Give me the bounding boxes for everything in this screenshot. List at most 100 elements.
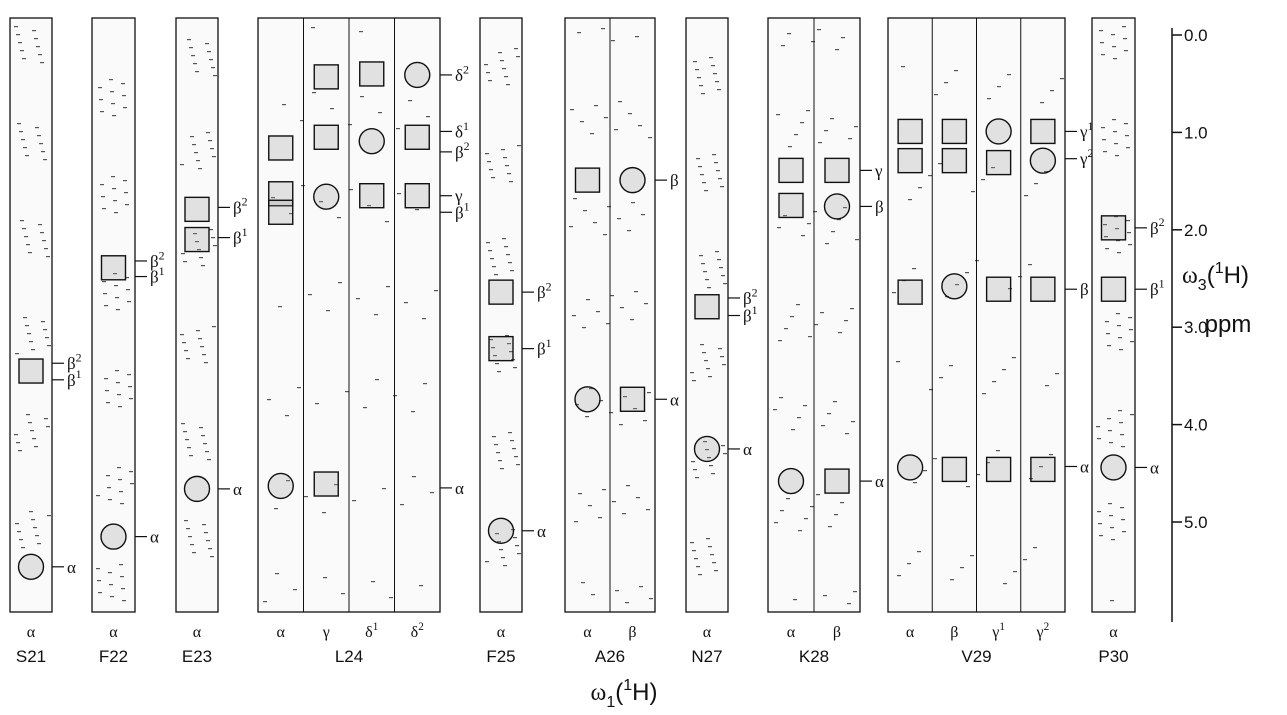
y-axis-title-base: ω: [1182, 263, 1198, 289]
noise: [723, 283, 727, 285]
noise: [263, 601, 267, 603]
noise: [649, 598, 653, 600]
noise: [634, 291, 638, 293]
noise: [28, 252, 32, 254]
noise: [710, 554, 714, 556]
noise: [204, 532, 208, 534]
atom-label: α: [1109, 624, 1118, 641]
peak-label: β2: [67, 351, 82, 374]
noise: [1105, 321, 1109, 323]
noise: [487, 161, 491, 163]
noise: [1112, 46, 1116, 48]
atom-label-base: δ: [365, 624, 373, 641]
peak-label-base: β: [1150, 280, 1159, 299]
peak-box: [268, 199, 294, 225]
peak-label-sup: 2: [546, 279, 552, 293]
atom-label-base: α: [1109, 624, 1118, 641]
peak-label: α: [537, 522, 546, 541]
noise: [1100, 42, 1104, 44]
noise: [970, 555, 974, 557]
noise: [106, 402, 110, 404]
noise: [907, 563, 911, 565]
noise: [510, 440, 514, 442]
noise: [503, 157, 507, 159]
noise: [712, 562, 716, 564]
noise: [121, 588, 125, 590]
noise: [40, 62, 44, 64]
noise: [1049, 454, 1053, 456]
noise: [209, 229, 213, 231]
noise: [798, 530, 802, 532]
peak-label-base: γ: [1079, 150, 1088, 169]
noise: [774, 522, 778, 524]
noise: [1098, 523, 1102, 525]
noise: [778, 340, 782, 342]
residue-label: E23: [182, 647, 212, 666]
noise: [183, 261, 187, 263]
peak-box: [268, 135, 294, 161]
noise: [271, 197, 275, 199]
noise: [1003, 583, 1007, 585]
peak-label-base: β: [233, 198, 242, 217]
x-axis-title-base: ω: [591, 680, 607, 706]
noise: [582, 327, 586, 329]
noise: [816, 494, 820, 496]
noise: [40, 232, 44, 234]
noise: [198, 338, 202, 340]
noise: [33, 527, 37, 529]
noise: [646, 509, 650, 511]
noise: [494, 274, 498, 276]
noise: [212, 156, 216, 158]
noise: [830, 118, 834, 120]
peak-label-base: β: [670, 171, 679, 190]
noise: [112, 115, 116, 117]
y-axis-title-sup: 1: [1215, 260, 1224, 277]
noise: [297, 387, 301, 389]
noise: [960, 567, 964, 569]
noise: [583, 210, 587, 212]
noise: [719, 267, 723, 269]
noise: [1119, 349, 1123, 351]
peak-label: β2: [150, 248, 165, 271]
peak-label: α: [233, 480, 242, 499]
noise: [781, 45, 785, 47]
noise: [695, 477, 699, 479]
peak-box: [268, 181, 294, 207]
noise: [695, 69, 699, 71]
peak-label: β1: [1150, 277, 1165, 300]
noise: [617, 218, 621, 220]
noise: [831, 231, 835, 233]
y-tick-label: 5.0: [1184, 513, 1208, 532]
noise: [101, 196, 105, 198]
noise: [709, 465, 713, 467]
peak-label-sup: 2: [1088, 146, 1094, 160]
peak-circle: [404, 61, 431, 89]
noise: [102, 208, 106, 210]
noise: [207, 459, 211, 461]
noise: [704, 190, 708, 192]
noise: [648, 137, 652, 139]
noise: [573, 198, 577, 200]
noise: [100, 111, 104, 113]
noise: [489, 169, 493, 171]
noise: [330, 108, 334, 110]
noise: [129, 471, 133, 473]
peak-label-base: β: [150, 268, 159, 287]
noise: [1099, 535, 1103, 537]
noise: [105, 390, 109, 392]
peak-circle: [574, 386, 601, 413]
atom-label-base: β: [950, 624, 958, 641]
peak-label-sup: 2: [76, 351, 82, 365]
noise: [201, 435, 205, 437]
noise: [115, 297, 119, 299]
noise: [777, 227, 781, 229]
noise: [593, 222, 597, 224]
peak-box: [897, 118, 923, 145]
noise: [705, 449, 709, 451]
atom-label-base: γ: [1036, 624, 1044, 641]
peak-box: [313, 471, 339, 497]
noise: [111, 103, 115, 105]
noise: [109, 584, 113, 586]
noise: [193, 63, 197, 65]
atom-label-base: β: [833, 624, 841, 641]
